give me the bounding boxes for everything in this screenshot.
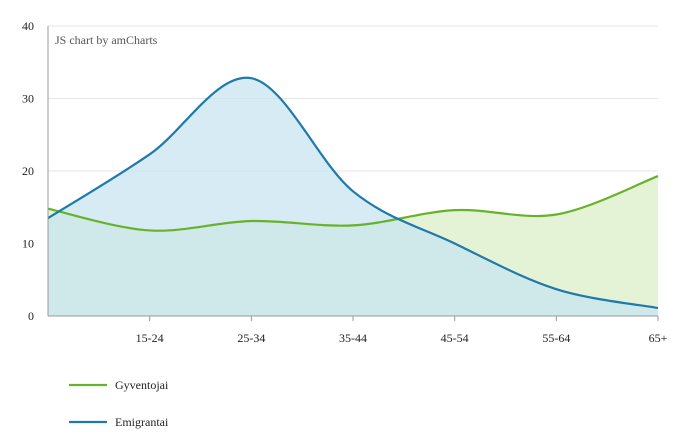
y-axis-ticks: 0 10 20 30 40 [22, 19, 34, 323]
legend-item-emigrantai[interactable]: Emigrantai [69, 415, 169, 429]
legend-label: Gyventojai [115, 378, 169, 392]
series-area-emigrantai [48, 77, 658, 316]
chart-credit[interactable]: JS chart by amCharts [55, 33, 158, 47]
legend-item-gyventojai[interactable]: Gyventojai [69, 378, 169, 392]
x-tick-label: 65+ [649, 331, 668, 345]
legend: Gyventojai Emigrantai [69, 378, 169, 429]
y-tick-label: 0 [28, 309, 34, 323]
y-tick-label: 20 [22, 164, 34, 178]
x-tick-label: 35-44 [339, 331, 367, 345]
series-areas [48, 77, 658, 316]
y-tick-label: 40 [22, 19, 34, 33]
x-tick-label: 25-34 [237, 331, 265, 345]
x-axis-ticks: 15-24 25-34 35-44 45-54 55-64 65+ [136, 316, 668, 345]
series-line-gyventojai [47, 175, 659, 232]
y-tick-label: 10 [22, 237, 34, 251]
legend-label: Emigrantai [115, 415, 169, 429]
x-tick-label: 55-64 [542, 331, 570, 345]
x-tick-label: 15-24 [136, 331, 164, 345]
series-line-emigrantai [47, 76, 659, 310]
y-tick-label: 30 [22, 92, 34, 106]
series-lines [47, 76, 659, 310]
x-tick-label: 45-54 [441, 331, 469, 345]
